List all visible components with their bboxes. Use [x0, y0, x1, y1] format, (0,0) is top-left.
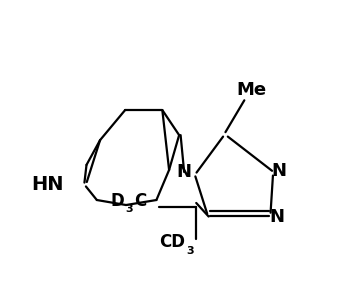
- Text: N: N: [177, 163, 192, 181]
- Text: D: D: [111, 191, 124, 210]
- Text: Me: Me: [237, 81, 267, 99]
- Text: 3: 3: [125, 204, 133, 214]
- Text: 3: 3: [186, 246, 194, 256]
- Text: N: N: [270, 207, 285, 226]
- Text: C: C: [134, 191, 146, 210]
- Text: HN: HN: [31, 176, 64, 194]
- Text: N: N: [271, 162, 286, 180]
- Text: CD: CD: [159, 233, 186, 252]
